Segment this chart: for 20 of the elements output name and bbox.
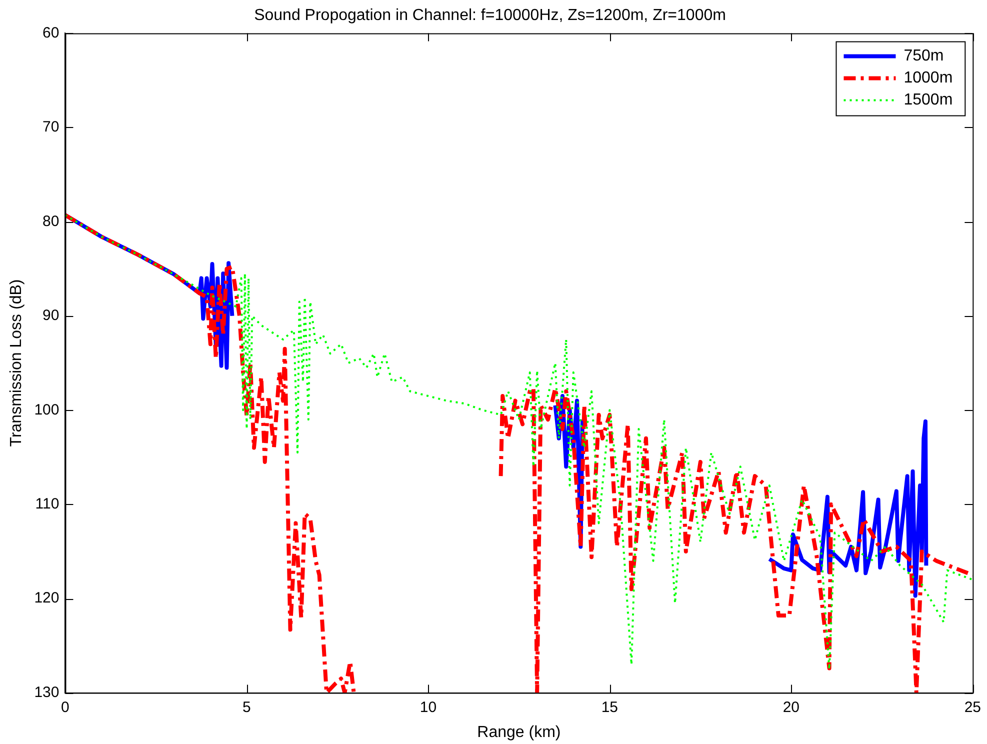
y-tick-label: 80 xyxy=(42,212,60,230)
x-tick-label: 25 xyxy=(964,698,981,716)
x-tick-label: 5 xyxy=(242,698,251,716)
y-tick-label: 70 xyxy=(42,118,60,136)
y-tick-label: 120 xyxy=(34,590,60,607)
y-tick-label: 100 xyxy=(34,401,60,418)
y-tick-label: 90 xyxy=(42,307,60,324)
y-tick-label: 60 xyxy=(42,24,60,42)
x-tick-label: 10 xyxy=(420,698,437,716)
y-tick-label: 130 xyxy=(34,684,60,701)
y-tick-label: 110 xyxy=(35,495,60,512)
x-tick-label: 15 xyxy=(601,698,618,716)
chart-title: Sound Propogation in Channel: f=10000Hz, Zs=1200m, Zr=1000m xyxy=(254,7,726,24)
x-axis-title: Range (km) xyxy=(477,724,561,741)
legend-label: 1500m xyxy=(904,92,953,109)
y-axis-title: Transmission Loss (dB) xyxy=(8,279,26,447)
x-tick-label: 20 xyxy=(782,698,800,716)
legend-label: 750m xyxy=(904,48,944,65)
legend-label: 1000m xyxy=(904,70,953,87)
x-tick-label: 0 xyxy=(61,698,70,716)
